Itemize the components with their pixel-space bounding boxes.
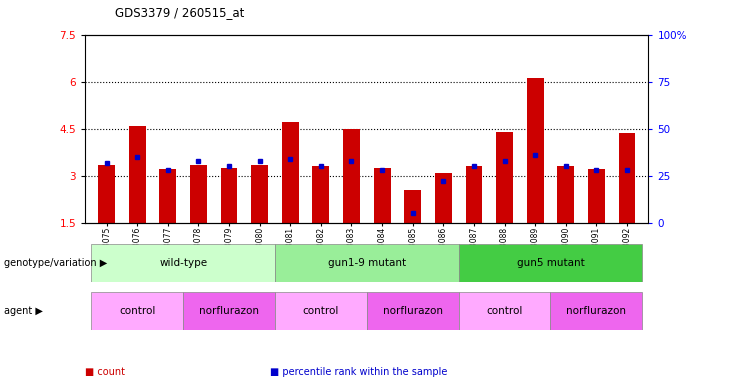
Bar (405, 190, 421, 223)
Bar (275, 244, 459, 282)
Text: ■ percentile rank within the sample: ■ percentile rank within the sample (270, 367, 448, 377)
Bar (183, 292, 275, 330)
Bar (459, 292, 551, 330)
Text: ■ count: ■ count (85, 367, 125, 377)
Bar (221, 168, 237, 223)
Text: control: control (119, 306, 156, 316)
Bar (551, 292, 642, 330)
Bar (527, 78, 544, 223)
Bar (282, 122, 299, 223)
Text: agent ▶: agent ▶ (4, 306, 42, 316)
Bar (557, 166, 574, 223)
Bar (373, 168, 391, 223)
Bar (159, 169, 176, 223)
Text: norflurazon: norflurazon (382, 306, 442, 316)
Text: genotype/variation ▶: genotype/variation ▶ (4, 258, 107, 268)
Bar (190, 165, 207, 223)
Bar (588, 169, 605, 223)
Text: norflurazon: norflurazon (566, 306, 626, 316)
Text: gun5 mutant: gun5 mutant (516, 258, 585, 268)
Text: norflurazon: norflurazon (199, 306, 259, 316)
Text: control: control (302, 306, 339, 316)
Bar (91, 292, 183, 330)
Bar (343, 129, 360, 223)
Bar (129, 126, 146, 223)
Bar (367, 292, 459, 330)
Bar (91, 244, 275, 282)
Bar (496, 132, 513, 223)
Bar (435, 172, 452, 223)
Text: control: control (486, 306, 522, 316)
Bar (275, 292, 367, 330)
Text: wild-type: wild-type (159, 258, 207, 268)
Text: gun1-9 mutant: gun1-9 mutant (328, 258, 406, 268)
Bar (99, 165, 115, 223)
Bar (251, 165, 268, 223)
Text: GDS3379 / 260515_at: GDS3379 / 260515_at (115, 6, 245, 19)
Bar (459, 244, 642, 282)
Bar (619, 133, 635, 223)
Bar (465, 166, 482, 223)
Bar (313, 166, 329, 223)
